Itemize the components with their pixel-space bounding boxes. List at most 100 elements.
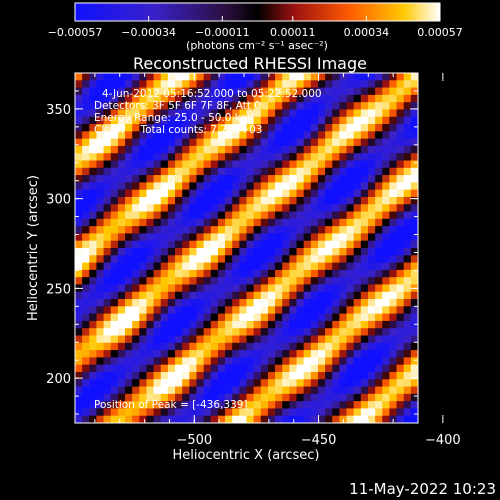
heatmap-cell bbox=[125, 160, 133, 169]
heatmap-cell bbox=[239, 291, 247, 300]
heatmap-cell bbox=[396, 357, 405, 366]
heatmap-cell bbox=[75, 357, 83, 366]
heatmap-cell bbox=[303, 233, 312, 242]
heatmap-cell bbox=[139, 102, 147, 110]
heatmap-cell bbox=[167, 401, 176, 409]
heatmap-cell bbox=[367, 401, 376, 409]
heatmap-cell bbox=[375, 196, 383, 205]
heatmap-cell bbox=[353, 269, 362, 278]
heatmap-cell bbox=[332, 364, 340, 373]
heatmap-cell bbox=[253, 80, 262, 88]
heatmap-cell bbox=[196, 328, 205, 336]
heatmap-cell bbox=[360, 124, 369, 132]
heatmap-cell bbox=[189, 342, 197, 351]
heatmap-cell bbox=[346, 379, 355, 387]
heatmap-cell bbox=[246, 73, 255, 81]
heatmap-cell bbox=[282, 138, 290, 147]
heatmap-cell bbox=[339, 328, 347, 336]
heatmap-cell bbox=[389, 145, 397, 154]
heatmap-cell bbox=[146, 415, 155, 424]
heatmap-cell bbox=[89, 284, 97, 293]
heatmap-cell bbox=[167, 116, 176, 125]
heatmap-cell bbox=[289, 320, 297, 329]
heatmap-cell bbox=[182, 335, 190, 344]
heatmap-cell bbox=[275, 248, 283, 256]
heatmap-cell bbox=[132, 167, 140, 176]
heatmap-cell bbox=[275, 182, 283, 191]
heatmap-cell bbox=[282, 204, 290, 212]
heatmap-cell bbox=[103, 379, 112, 387]
heatmap-cell bbox=[117, 240, 126, 249]
heatmap-cell bbox=[110, 364, 119, 373]
heatmap-cell bbox=[75, 255, 83, 263]
heatmap-cell bbox=[317, 175, 326, 183]
heatmap-cell bbox=[339, 379, 347, 387]
heatmap-cell bbox=[182, 226, 190, 234]
heatmap-cell bbox=[132, 80, 140, 88]
heatmap-cell bbox=[375, 350, 383, 358]
heatmap-cell bbox=[175, 131, 183, 140]
heatmap-cell bbox=[110, 175, 119, 183]
heatmap-cell bbox=[396, 379, 405, 387]
heatmap-cell bbox=[403, 189, 412, 198]
heatmap-cell bbox=[325, 167, 333, 176]
heatmap-cell bbox=[103, 131, 112, 140]
heatmap-cell bbox=[403, 204, 412, 212]
heatmap-cell bbox=[375, 313, 383, 322]
heatmap-cell bbox=[389, 153, 397, 161]
heatmap-cell bbox=[246, 386, 255, 395]
heatmap-cell bbox=[332, 320, 340, 329]
heatmap-cell bbox=[403, 291, 412, 300]
heatmap-cell bbox=[160, 102, 169, 110]
heatmap-cell bbox=[210, 175, 219, 183]
heatmap-cell bbox=[203, 401, 212, 409]
heatmap-cell bbox=[189, 116, 197, 125]
heatmap-cell bbox=[110, 182, 119, 191]
heatmap-cell bbox=[375, 248, 383, 256]
heatmap-cell bbox=[346, 116, 355, 125]
heatmap-cell bbox=[146, 167, 155, 176]
heatmap-cell bbox=[175, 196, 183, 205]
heatmap-cell bbox=[75, 131, 83, 140]
heatmap-cell bbox=[160, 291, 169, 300]
heatmap-cell bbox=[82, 357, 90, 366]
heatmap-cell bbox=[139, 335, 147, 344]
heatmap-cell bbox=[175, 357, 183, 366]
heatmap-cell bbox=[217, 248, 226, 256]
heatmap-cell bbox=[260, 342, 269, 351]
heatmap-cell bbox=[89, 196, 97, 205]
heatmap-cell bbox=[289, 145, 297, 154]
heatmap-cell bbox=[332, 226, 340, 234]
heatmap-cell bbox=[382, 313, 390, 322]
heatmap-cell bbox=[282, 182, 290, 191]
heatmap-cell bbox=[310, 393, 319, 402]
heatmap-cell bbox=[132, 291, 140, 300]
heatmap-cell bbox=[96, 182, 104, 191]
heatmap-cell bbox=[125, 386, 133, 395]
heatmap-cell bbox=[75, 204, 83, 212]
heatmap-cell bbox=[353, 131, 362, 140]
heatmap-cell bbox=[375, 175, 383, 183]
heatmap-cell bbox=[396, 277, 405, 285]
heatmap-cell bbox=[153, 167, 162, 176]
heatmap-cell bbox=[346, 87, 355, 96]
heatmap-cell bbox=[253, 94, 262, 103]
heatmap-cell bbox=[203, 306, 212, 315]
heatmap-cell bbox=[389, 371, 397, 380]
heatmap-cell bbox=[232, 408, 240, 417]
heatmap-cell bbox=[153, 218, 162, 227]
heatmap-cell bbox=[410, 248, 419, 256]
heatmap-cell bbox=[239, 124, 247, 132]
heatmap-cell bbox=[267, 233, 276, 242]
heatmap-cell bbox=[289, 291, 297, 300]
heatmap-cell bbox=[367, 299, 376, 307]
heatmap-area bbox=[75, 73, 419, 424]
heatmap-cell bbox=[189, 415, 197, 424]
heatmap-cell bbox=[146, 240, 155, 249]
heatmap-cell bbox=[410, 80, 419, 88]
heatmap-cell bbox=[125, 291, 133, 300]
heatmap-cell bbox=[275, 386, 283, 395]
heatmap-cell bbox=[253, 306, 262, 315]
heatmap-cell bbox=[317, 364, 326, 373]
